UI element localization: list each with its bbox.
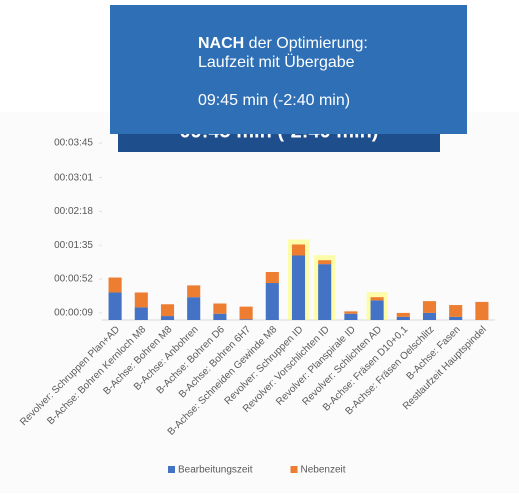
bar-segment: [134, 292, 148, 308]
y-tick-label: 00:02:18: [54, 206, 93, 217]
popup-title: NACH der Optimierung:: [198, 35, 368, 52]
legend-swatch: [168, 466, 175, 473]
y-tick-label: 00:03:01: [54, 172, 93, 183]
bar-segment: [396, 316, 410, 320]
chart-background: [0, 112, 519, 493]
y-tick-label: 00:01:35: [54, 240, 93, 251]
bar-segment: [265, 272, 279, 284]
legend-label: Nebenzeit: [301, 465, 346, 476]
bar-segment: [422, 312, 437, 320]
legend-swatch: [290, 466, 298, 473]
bar-segment: [449, 316, 463, 320]
bar-segment: [449, 305, 463, 317]
bar-segment: [239, 319, 253, 320]
bar-segment: [318, 264, 332, 320]
bar-segment: [134, 307, 148, 320]
popup-title-rest: der Optimierung:: [249, 35, 368, 52]
bar-segment: [396, 312, 410, 317]
y-tick-label: 00:00:52: [54, 274, 93, 285]
bar-segment: [213, 303, 227, 314]
popup-summary: 09:45 min (-2:40 min): [198, 92, 350, 109]
bar-segment: [344, 311, 358, 314]
bar-segment: [239, 306, 253, 320]
bar-segment: [213, 313, 227, 320]
bar-segment: [187, 285, 201, 298]
popup-title-bold: NACH: [198, 35, 244, 52]
popup-subtitle: Laufzeit mit Übergabe: [198, 53, 355, 71]
y-tick-label: 00:00:09: [54, 308, 93, 319]
bar-segment: [108, 277, 122, 293]
bar-segment: [291, 244, 306, 256]
bar-segment: [291, 255, 306, 320]
legend-label: Bearbeitungszeit: [178, 465, 253, 476]
popup: [110, 5, 467, 134]
bar-segment: [344, 313, 358, 320]
bar-segment: [370, 300, 384, 320]
y-tick-label: 00:03:45: [54, 138, 93, 149]
bar-segment: [422, 301, 437, 313]
bar-segment: [318, 260, 332, 265]
bar-segment: [370, 297, 384, 301]
bar-segment: [108, 292, 122, 320]
bar-segment: [265, 283, 279, 320]
bar-segment: [475, 301, 489, 320]
bar-segment: [160, 304, 175, 317]
bar-segment: [187, 297, 201, 320]
bar-segment: [160, 316, 175, 320]
